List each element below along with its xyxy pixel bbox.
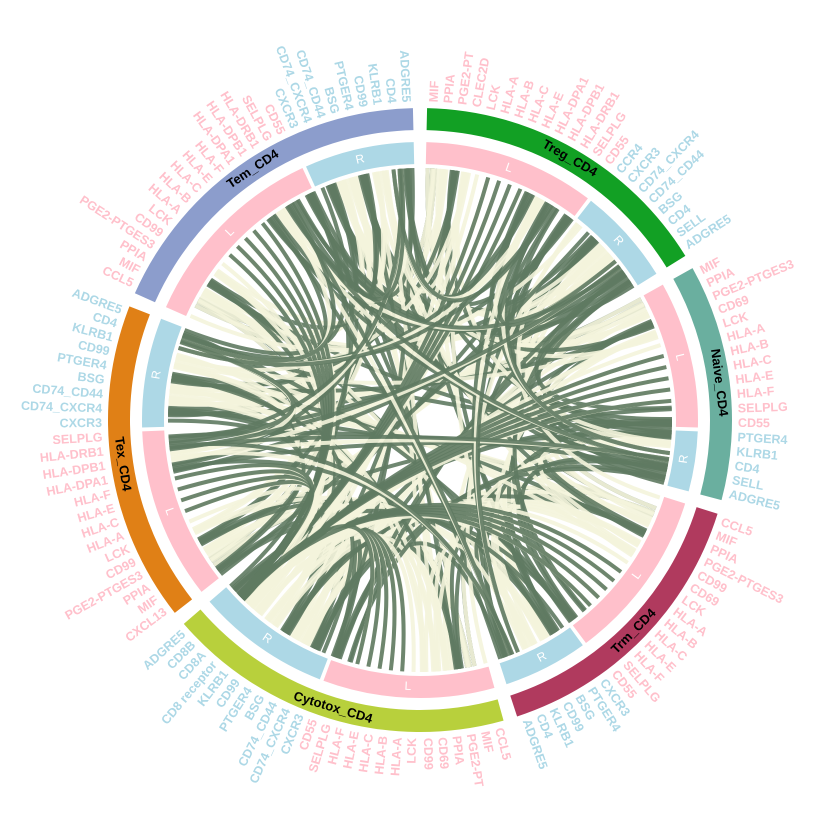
sector-arc (134, 108, 414, 303)
chord (182, 330, 358, 658)
chord (475, 202, 552, 653)
ligand-label: HLA-E (735, 368, 775, 387)
receptor-label: CD4 (383, 78, 399, 104)
ligand-arc (425, 142, 588, 216)
receptor-arc (499, 627, 583, 685)
ring-tag: L (404, 679, 412, 693)
ligand-label: MIF (478, 730, 496, 754)
chord (177, 204, 554, 367)
receptor-label: ADGRE5 (397, 50, 413, 103)
ligand-label: CD99 (421, 738, 436, 770)
ligand-arc (165, 168, 312, 317)
sector-arc (673, 268, 732, 501)
receptor-label: CD74_CXCR4 (21, 399, 103, 416)
chord (169, 434, 670, 462)
receptor-arc (209, 587, 328, 680)
chord (215, 186, 354, 570)
ligand-label: CD69 (435, 737, 451, 770)
chord (405, 168, 573, 624)
receptor-arc (577, 200, 657, 286)
chord (168, 168, 403, 444)
receptor-label: KLRB1 (365, 63, 385, 106)
ring-tag: R (148, 369, 163, 380)
ring-tag: L (504, 160, 515, 176)
chord (174, 463, 315, 597)
receptor-label: PTGER4 (737, 430, 788, 447)
ligand-label: PPIA (450, 735, 467, 766)
ligand-label: SELPLG (52, 430, 103, 447)
ligand-label: HLA-C (732, 352, 773, 372)
chord (169, 441, 515, 656)
receptor-label: SELL (731, 473, 765, 493)
sector-arc (426, 108, 686, 268)
receptor-label: BSG (77, 370, 106, 387)
ligand-label: HLA-DRB1 (39, 445, 104, 465)
sector-arc (183, 609, 504, 732)
ligand-label: SELPLG (738, 400, 788, 416)
ligand-arc (142, 430, 219, 592)
receptor-arc (667, 430, 698, 492)
ring-tag: R (676, 453, 691, 464)
chord (286, 204, 670, 463)
receptor-arc (306, 142, 415, 187)
receptor-label: CD99 (351, 74, 371, 108)
ring-layer: Treg_CD4LRNaive_CD4LRTrm_CD4LRCytotox_CD… (107, 108, 732, 732)
receptor-label: CXCR3 (60, 416, 103, 430)
receptor-label: CD4 (734, 459, 761, 477)
ligand-label: LCK (405, 738, 420, 764)
ligand-label: HLA-B (372, 735, 390, 775)
ligand-arc (643, 284, 698, 428)
ring-tag: L (162, 506, 178, 517)
ligand-label: HLA-C (356, 733, 376, 774)
chord (291, 168, 406, 302)
ligand-label: MIF (427, 80, 442, 102)
chord (238, 524, 375, 665)
chord (169, 264, 621, 452)
chord (180, 201, 336, 363)
receptor-label: CD99 (77, 338, 111, 358)
ring-tag: R (354, 151, 366, 167)
receptor-label: KLRB1 (736, 445, 779, 463)
receptor-arc (142, 318, 182, 428)
chord-layer (167, 168, 673, 673)
ligand-label: HLA-F (736, 384, 775, 401)
ligand-arc (572, 496, 686, 644)
chord (436, 442, 671, 672)
ligand-label: CD55 (738, 416, 770, 430)
ligand-label: HLA-A (388, 737, 405, 777)
chord (183, 191, 346, 356)
ring-tag: L (673, 352, 688, 362)
receptor-label: BSG (321, 85, 342, 115)
ligand-arc (323, 660, 495, 698)
sector-arc (107, 306, 193, 613)
chord (384, 169, 436, 672)
ligand-label: LCK (484, 83, 503, 111)
receptor-label: CD74_CD44 (32, 382, 104, 402)
sector-arc (510, 507, 718, 717)
ligand-label: PPIA (441, 74, 458, 104)
